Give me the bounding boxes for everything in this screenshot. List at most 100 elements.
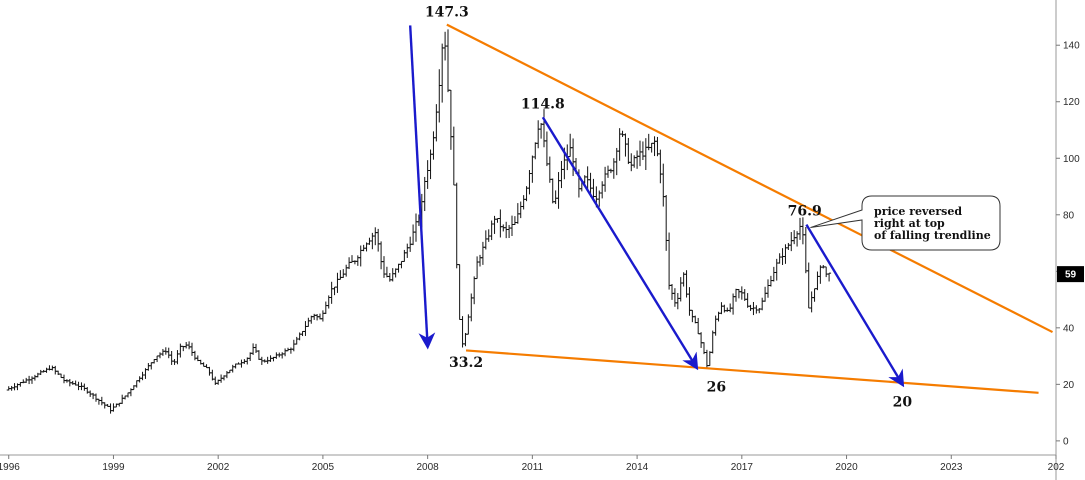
callout-bubble [810,195,1001,251]
price-bar [722,304,727,313]
projection-arrows [408,25,905,388]
price-bar [603,166,608,192]
price-bar [777,253,782,264]
callout-line: of falling trendline [874,229,991,242]
price-bar [815,271,820,291]
price-bar [32,374,37,381]
price-bar [303,321,308,336]
price-bar [291,339,296,352]
price-annotations: 147.3 114.8 33.2 26 76.9 20 [425,5,912,411]
price-bar [320,310,325,322]
price-bar [635,150,640,169]
price-bar [699,332,704,348]
price-bar [539,123,544,139]
price-bar [341,269,346,278]
price-bar [638,140,642,167]
price-bar [178,343,183,358]
down-arrow [805,224,905,388]
price-bar [620,130,625,137]
x-tick-label: 2005 [312,462,335,473]
price-bar [707,351,712,367]
price-bar [146,363,151,371]
price-bar [393,268,398,278]
price-bar [536,120,541,149]
price-bar [649,142,654,153]
price-bar [774,258,779,281]
price-bar [664,194,669,251]
price-bar [288,347,293,354]
price-label: 26 [707,379,726,395]
price-bar [483,230,488,250]
price-bar [530,155,535,183]
price-bar [786,242,791,250]
price-bar [687,287,692,316]
price-bar [652,136,657,157]
price-bar [155,355,160,363]
price-label: 20 [893,394,913,410]
price-bar [437,69,442,123]
price-bar [134,380,139,388]
y-tick-label: 120 [1063,97,1080,108]
trendlines [446,23,1054,394]
price-bar [614,147,619,176]
price-bar [9,385,14,391]
price-bar [30,376,34,384]
y-tick-label: 80 [1063,210,1075,221]
price-bar [312,313,317,320]
price-bar [734,288,738,302]
price-bar [335,272,340,293]
price-bar [678,277,683,302]
price-bar [559,160,564,189]
price-bar [332,286,337,296]
price-bar [550,178,555,204]
price-bar [230,364,235,373]
price-bar [347,257,352,270]
price-bar [475,256,480,280]
x-tick-label: 2023 [940,462,963,473]
price-bar [280,352,285,359]
price-bar [489,220,494,241]
price-bar [256,350,261,360]
price-bar [370,232,375,250]
price-bar [358,245,363,267]
price-bar [463,332,468,347]
price-bar [719,302,724,315]
price-bar [812,288,817,302]
price-bar [239,359,244,368]
price-bar [518,201,523,219]
y-tick-label: 0 [1063,436,1069,447]
y-tick-label: 140 [1063,41,1080,52]
price-bar [201,362,206,367]
price-bar [521,195,526,210]
price-bar [510,215,514,236]
x-tick-label: 202 [1048,462,1065,473]
price-bar [82,383,87,391]
price-bar [384,266,389,278]
price-bar [760,297,765,311]
price-bar [748,304,753,311]
price-bar [405,243,410,258]
price-bar [498,209,503,238]
price-bar [454,182,459,269]
price-bar [684,270,689,298]
price-bar [108,403,113,414]
price-bar [512,216,517,225]
price-bar [99,396,104,406]
price-bar [294,336,299,345]
price-bar [507,224,512,239]
price-bar [44,367,49,373]
price-bar [460,316,465,348]
price-bar [53,365,58,375]
price-bar [451,126,456,186]
price-bar [626,137,631,165]
price-bar [376,228,381,252]
x-tick-label: 2017 [731,462,754,473]
price-bar [158,352,162,359]
price-bar [643,138,648,171]
price-bar [382,256,386,278]
price-bar [399,260,404,269]
trendline [465,349,1039,394]
price-label: 114.8 [521,96,565,112]
price-bar [390,268,395,282]
price-bar [169,351,174,365]
